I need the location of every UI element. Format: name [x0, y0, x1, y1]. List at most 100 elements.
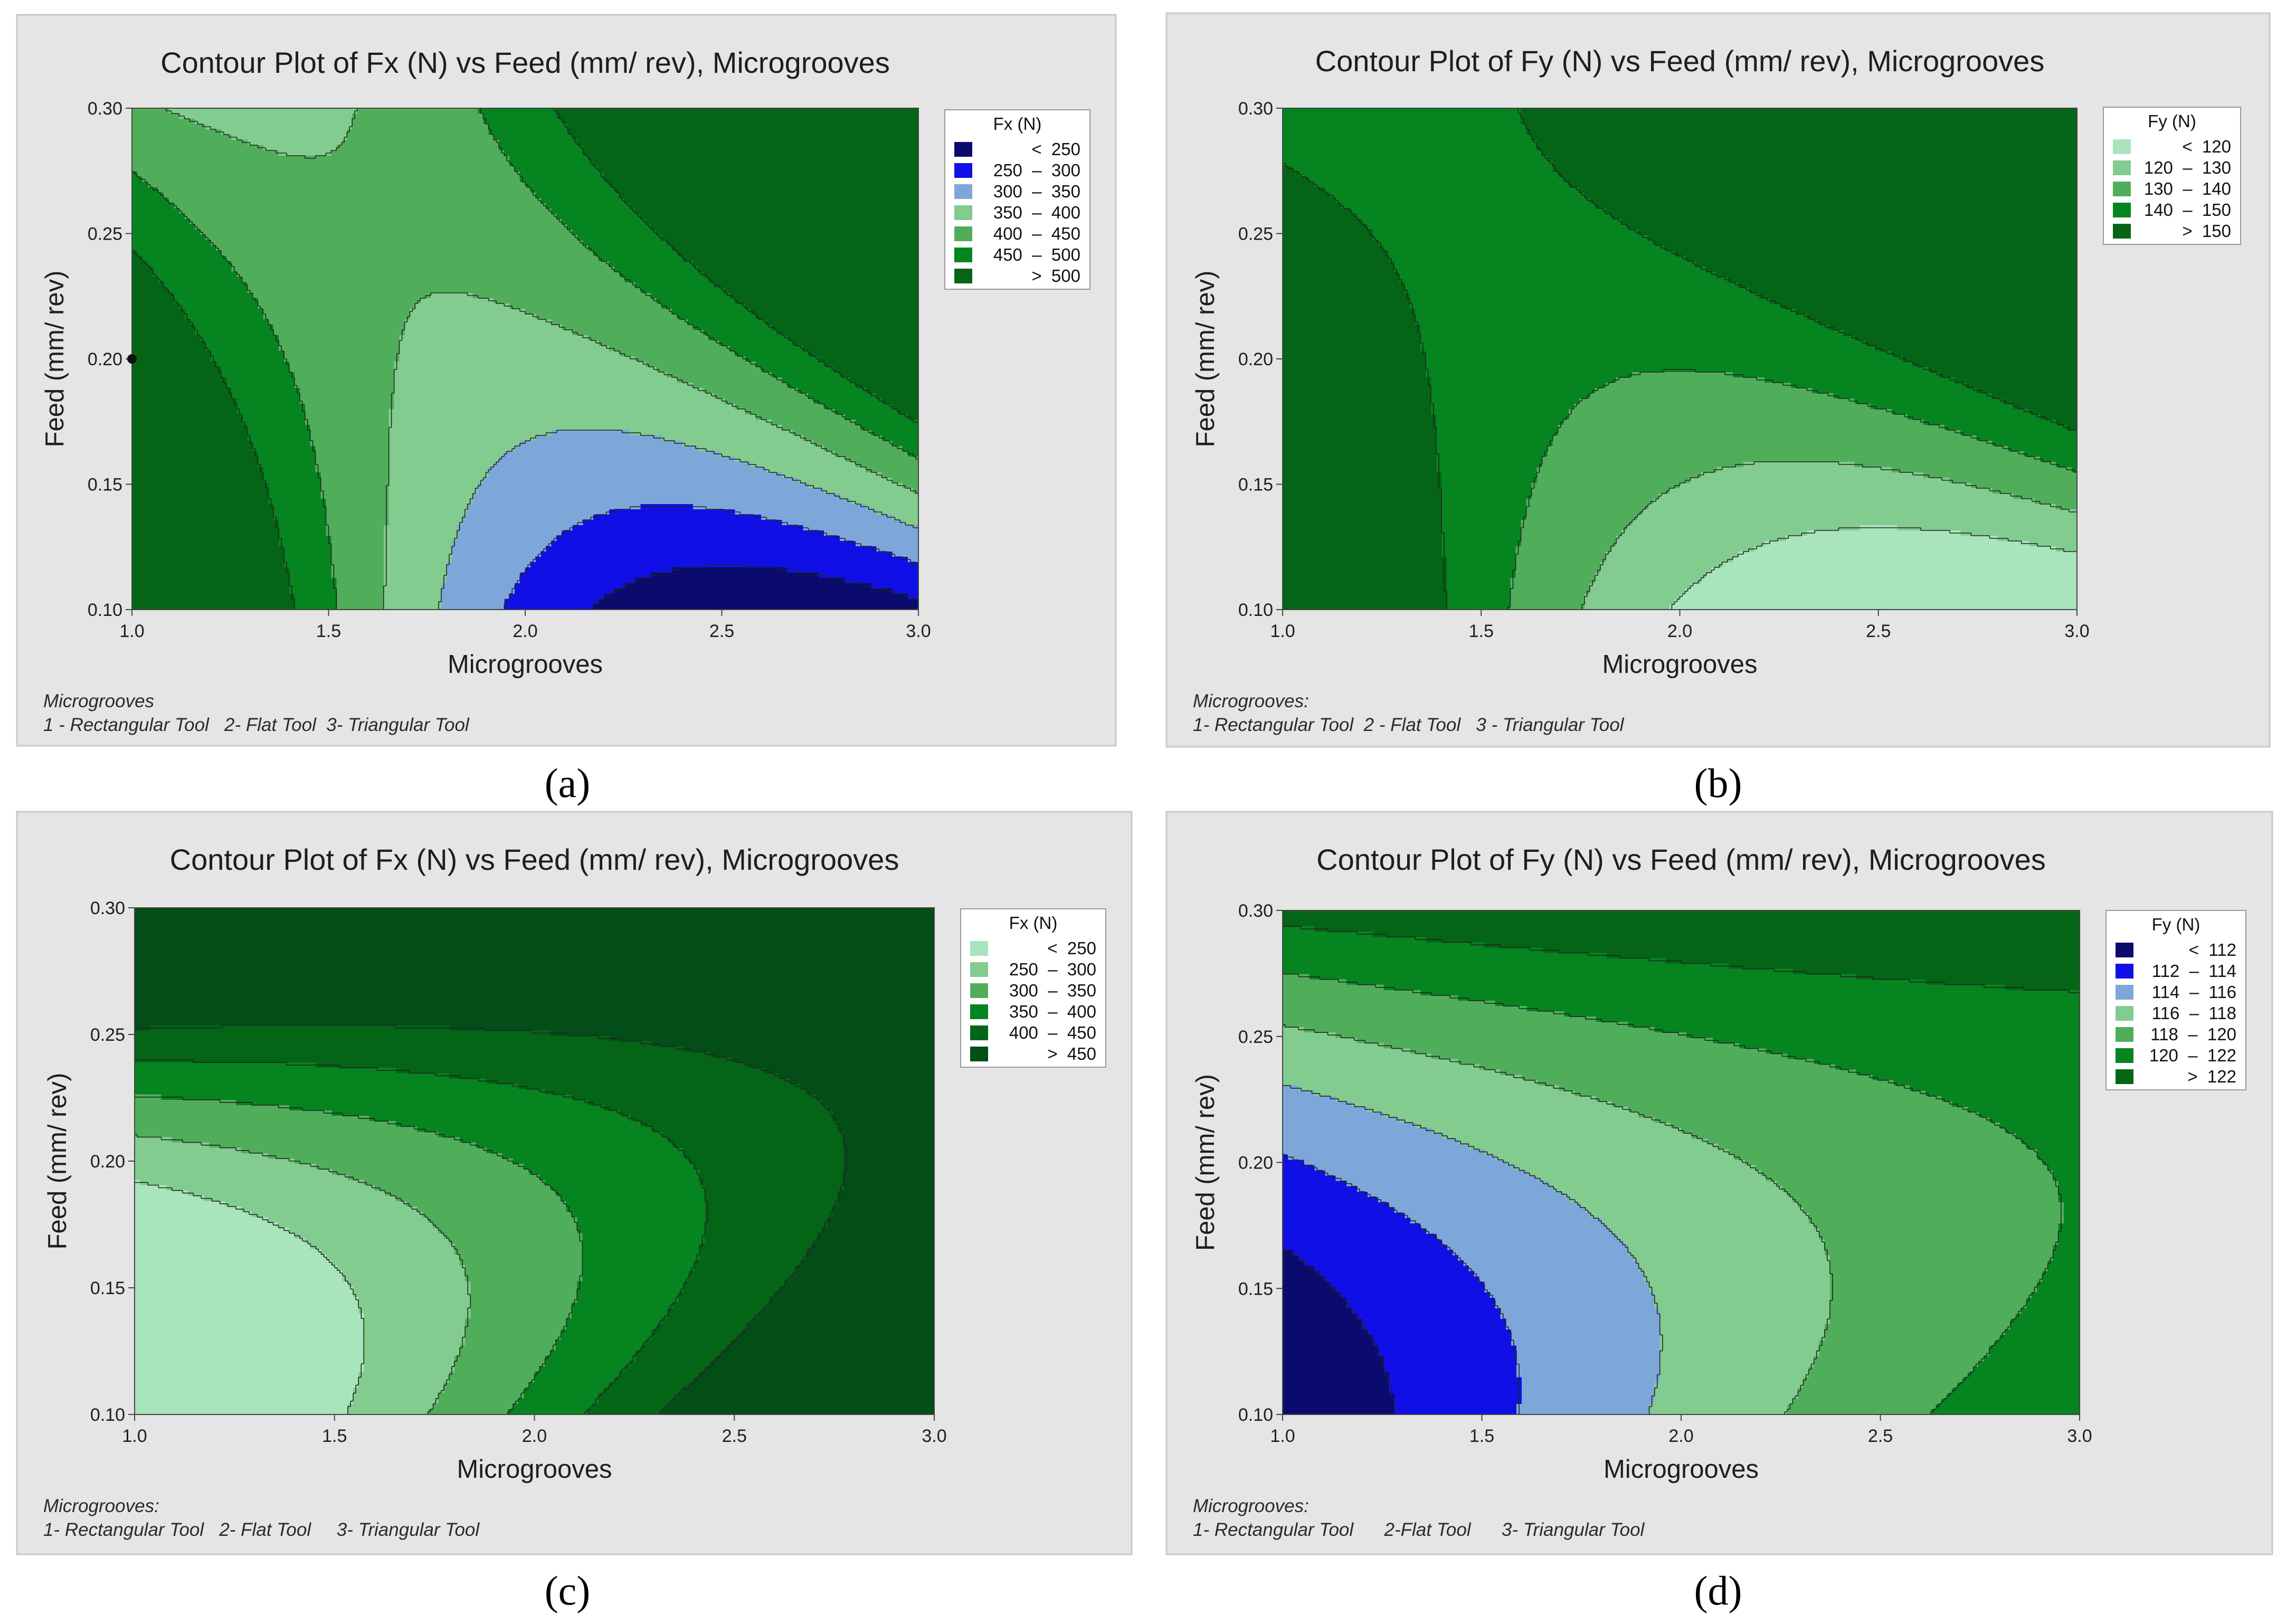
contour-cell	[881, 108, 887, 114]
contour-cell	[525, 113, 531, 119]
contour-cell	[609, 108, 615, 114]
contour-cell	[850, 108, 856, 114]
contour-cell	[148, 119, 154, 125]
contour-cell	[887, 119, 893, 125]
contour-cell	[184, 108, 190, 114]
contour-cell	[552, 124, 557, 130]
contour-cell	[216, 108, 222, 114]
contour-cell	[845, 113, 851, 119]
contour-cell	[525, 129, 531, 135]
contour-cell	[394, 108, 400, 114]
contour-cell	[352, 119, 358, 125]
contour-cell	[462, 124, 468, 130]
contour-cell	[704, 124, 709, 130]
contour-cell	[714, 124, 720, 130]
contour-cell	[200, 113, 206, 119]
contour-cell	[284, 113, 290, 119]
contour-cell	[871, 119, 877, 125]
contour-cell	[400, 129, 405, 135]
contour-cell	[273, 108, 279, 114]
contour-cell	[232, 129, 238, 135]
contour-cell	[798, 108, 804, 114]
contour-cell	[635, 108, 641, 114]
contour-cell	[457, 119, 463, 125]
contour-cell	[834, 119, 840, 125]
contour-cell	[593, 113, 599, 119]
contour-cell	[321, 113, 327, 119]
contour-cell	[515, 113, 520, 119]
contour-cell	[425, 108, 431, 114]
contour-cell	[174, 113, 179, 119]
contour-cell	[504, 113, 510, 119]
contour-cell	[452, 108, 458, 114]
contour-cell	[704, 113, 709, 119]
contour-cell	[179, 119, 185, 125]
contour-cell	[226, 119, 232, 125]
contour-cell	[400, 124, 405, 130]
contour-cell	[420, 113, 426, 119]
contour-cell	[682, 113, 688, 119]
contour-cell	[651, 113, 657, 119]
contour-cell	[819, 108, 824, 114]
contour-cell	[153, 108, 159, 114]
contour-cell	[331, 108, 337, 114]
contour-cell	[803, 124, 809, 130]
contour-cell	[903, 113, 908, 119]
contour-cell	[766, 119, 772, 125]
contour-cell	[420, 129, 426, 135]
contour-cell	[813, 113, 819, 119]
contour-cell	[316, 124, 321, 130]
contour-cell	[342, 124, 347, 130]
contour-cell	[221, 108, 227, 114]
contour-cell	[410, 113, 415, 119]
contour-cell	[530, 113, 536, 119]
contour-cell	[363, 119, 368, 125]
contour-cell	[782, 113, 788, 119]
contour-cell	[630, 113, 636, 119]
contour-cell	[499, 113, 505, 119]
contour-cell	[195, 129, 201, 135]
contour-cell	[384, 119, 390, 125]
contour-cell	[336, 108, 342, 114]
contour-cell	[174, 108, 179, 114]
contour-cell	[478, 124, 484, 130]
contour-cell	[326, 108, 332, 114]
contour-cell	[546, 124, 552, 130]
contour-cell	[661, 124, 667, 130]
contour-cell	[331, 129, 337, 135]
contour-cell	[143, 119, 148, 125]
contour-cell	[740, 124, 746, 130]
contour-cell	[688, 124, 694, 130]
contour-cell	[425, 119, 431, 125]
contour-cell	[284, 108, 290, 114]
contour-cell	[541, 129, 547, 135]
contour-cell	[394, 113, 400, 119]
contour-cell	[620, 108, 625, 114]
contour-cell	[635, 119, 641, 125]
contour-cell	[462, 113, 468, 119]
contour-cell	[342, 129, 347, 135]
contour-cell	[394, 124, 400, 130]
contour-cell	[300, 108, 306, 114]
contour-cell	[604, 119, 610, 125]
contour-cell	[635, 124, 641, 130]
contour-cell	[588, 119, 594, 125]
contour-cell	[368, 113, 374, 119]
contour-cell	[258, 113, 263, 119]
contour-cell	[693, 108, 699, 114]
contour-cell	[509, 129, 515, 135]
contour-cell	[593, 119, 599, 125]
contour-cell	[751, 108, 756, 114]
contour-cell	[881, 113, 887, 119]
contour-cell	[488, 119, 494, 125]
contour-cell	[189, 113, 195, 119]
contour-cell	[897, 113, 903, 119]
contour-cell	[620, 119, 625, 125]
contour-cell	[530, 129, 536, 135]
contour-cell	[347, 108, 353, 114]
contour-cell	[258, 124, 263, 130]
contour-cell	[667, 119, 672, 125]
contour-cell	[661, 113, 667, 119]
contour-cell	[148, 108, 154, 114]
contour-cell	[447, 119, 452, 125]
